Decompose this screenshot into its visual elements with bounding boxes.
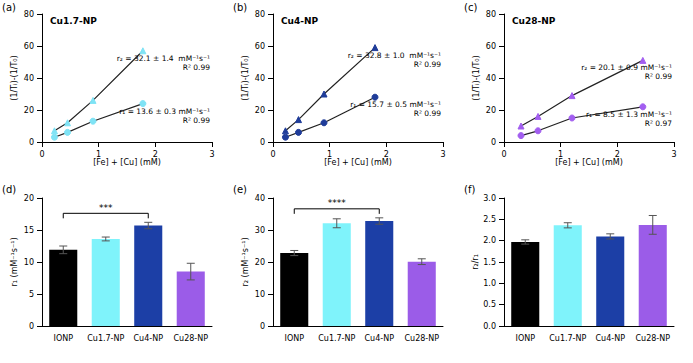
svg-text:80: 80	[486, 10, 496, 19]
svg-text:1.5: 1.5	[483, 258, 496, 267]
svg-text:10: 10	[255, 290, 265, 299]
svg-text:R² 0.97: R² 0.97	[645, 119, 673, 128]
svg-text:r₁ = 13.6 ± 0.3 mM⁻¹s⁻¹: r₁ = 13.6 ± 0.3 mM⁻¹s⁻¹	[119, 107, 210, 116]
svg-text:Cu28-NP: Cu28-NP	[173, 334, 208, 343]
svg-text:(b): (b)	[233, 2, 247, 13]
svg-text:r₁ = 8.5 ± 1.3 mM⁻¹s⁻¹: r₁ = 8.5 ± 1.3 mM⁻¹s⁻¹	[586, 110, 672, 119]
svg-text:Cu4-NP: Cu4-NP	[281, 16, 319, 26]
svg-text:(c): (c)	[464, 2, 477, 13]
svg-text:1: 1	[327, 150, 332, 159]
svg-text:R² 0.99: R² 0.99	[183, 116, 211, 125]
svg-text:40: 40	[255, 74, 265, 83]
svg-text:R² 0.99: R² 0.99	[183, 63, 211, 72]
svg-text:80: 80	[255, 10, 265, 19]
svg-text:0: 0	[260, 138, 265, 147]
svg-text:(e): (e)	[233, 184, 247, 195]
svg-text:30: 30	[255, 226, 265, 235]
svg-text:0: 0	[29, 322, 34, 331]
svg-text:Cu4-NP: Cu4-NP	[596, 334, 626, 343]
svg-text:2: 2	[615, 150, 620, 159]
svg-text:20: 20	[486, 106, 496, 115]
svg-text:60: 60	[24, 42, 34, 51]
svg-text:IONP: IONP	[285, 334, 305, 343]
svg-text:2.0: 2.0	[483, 236, 496, 245]
svg-text:60: 60	[486, 42, 496, 51]
svg-text:1.0: 1.0	[483, 279, 496, 288]
svg-text:2: 2	[153, 150, 158, 159]
svg-text:Cu4-NP: Cu4-NP	[365, 334, 395, 343]
svg-text:IONP: IONP	[54, 334, 74, 343]
svg-text:****: ****	[328, 198, 347, 208]
svg-text:(1/Tᵢ)-(1/T₀): (1/Tᵢ)-(1/T₀)	[241, 55, 250, 100]
svg-text:Cu1.7-NP: Cu1.7-NP	[318, 334, 355, 343]
svg-text:Cu1.7-NP: Cu1.7-NP	[549, 334, 586, 343]
svg-text:80: 80	[24, 10, 34, 19]
svg-text:5: 5	[29, 290, 34, 299]
svg-text:40: 40	[486, 74, 496, 83]
svg-text:r₂ = 32.1 ± 1.4 mM⁻¹s⁻¹: r₂ = 32.1 ± 1.4 mM⁻¹s⁻¹	[117, 54, 210, 63]
svg-text:2: 2	[384, 150, 389, 159]
svg-text:20: 20	[24, 106, 34, 115]
svg-text:r₂ = 20.1 ± 0.9 mM⁻¹s⁻¹: r₂ = 20.1 ± 0.9 mM⁻¹s⁻¹	[581, 63, 672, 72]
svg-text:0: 0	[260, 322, 265, 331]
svg-text:***: ***	[99, 203, 113, 213]
svg-text:Cu28-NP: Cu28-NP	[635, 334, 670, 343]
svg-text:40: 40	[255, 194, 265, 203]
svg-text:(1/Tᵢ)-(1/T₀): (1/Tᵢ)-(1/T₀)	[10, 55, 19, 100]
svg-text:[Fe] + [Cu] (mM): [Fe] + [Cu] (mM)	[93, 158, 161, 167]
svg-text:1: 1	[96, 150, 101, 159]
svg-text:r₁ = 15.7 ± 0.5 mM⁻¹s⁻¹: r₁ = 15.7 ± 0.5 mM⁻¹s⁻¹	[350, 100, 441, 109]
svg-text:0.0: 0.0	[483, 322, 496, 331]
svg-text:[Fe] + [Cu] (mM): [Fe] + [Cu] (mM)	[324, 158, 392, 167]
svg-text:IONP: IONP	[516, 334, 536, 343]
svg-text:r₁ (mM⁻¹s⁻¹): r₁ (mM⁻¹s⁻¹)	[10, 237, 19, 286]
svg-text:R² 0.99: R² 0.99	[414, 109, 442, 118]
svg-text:r₂ (mM⁻¹s⁻¹): r₂ (mM⁻¹s⁻¹)	[241, 237, 250, 286]
svg-text:3: 3	[671, 150, 676, 159]
svg-text:(d): (d)	[2, 184, 16, 195]
svg-text:r₂/r₁: r₂/r₁	[471, 254, 480, 270]
svg-text:20: 20	[255, 258, 265, 267]
svg-text:60: 60	[255, 42, 265, 51]
svg-text:Cu4-NP: Cu4-NP	[134, 334, 164, 343]
svg-text:0: 0	[29, 138, 34, 147]
svg-text:1: 1	[558, 150, 563, 159]
svg-text:20: 20	[255, 106, 265, 115]
svg-text:Cu1.7-NP: Cu1.7-NP	[50, 16, 97, 26]
svg-text:0.5: 0.5	[483, 300, 496, 309]
svg-text:R² 0.99: R² 0.99	[414, 60, 442, 69]
svg-text:0: 0	[270, 150, 275, 159]
svg-text:(f): (f)	[464, 184, 475, 195]
svg-text:r₂ = 32.8 ± 1.0 mM⁻¹s⁻¹: r₂ = 32.8 ± 1.0 mM⁻¹s⁻¹	[348, 51, 441, 60]
svg-text:Cu28-NP: Cu28-NP	[404, 334, 439, 343]
svg-text:15: 15	[24, 226, 34, 235]
svg-text:3: 3	[440, 150, 445, 159]
svg-text:Cu28-NP: Cu28-NP	[512, 16, 556, 26]
svg-text:0: 0	[491, 138, 496, 147]
svg-text:(1/Tᵢ)-(1/T₀): (1/Tᵢ)-(1/T₀)	[472, 55, 481, 100]
svg-text:3.0: 3.0	[483, 194, 496, 203]
svg-text:2.5: 2.5	[483, 215, 496, 224]
svg-text:0: 0	[501, 150, 506, 159]
svg-text:20: 20	[24, 194, 34, 203]
svg-text:R² 0.99: R² 0.99	[645, 72, 673, 81]
svg-text:[Fe] + [Cu] (mM): [Fe] + [Cu] (mM)	[555, 158, 623, 167]
svg-text:40: 40	[24, 74, 34, 83]
svg-text:Cu1.7-NP: Cu1.7-NP	[87, 334, 124, 343]
svg-text:(a): (a)	[2, 2, 16, 13]
svg-text:3: 3	[209, 150, 214, 159]
svg-text:0: 0	[39, 150, 44, 159]
svg-text:10: 10	[24, 258, 34, 267]
